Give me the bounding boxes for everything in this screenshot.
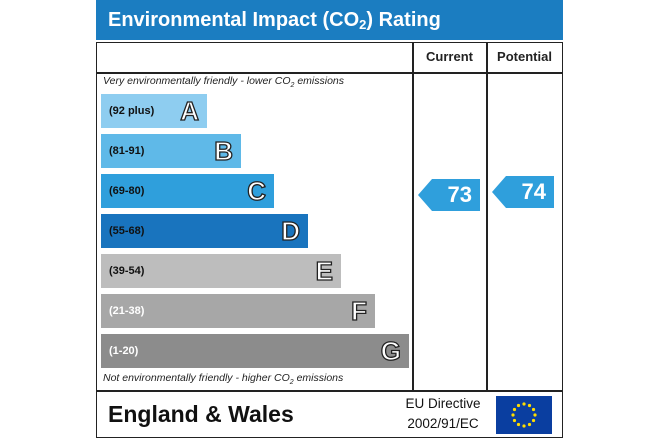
- flag-star: [516, 403, 521, 408]
- band-letter: D: [281, 215, 301, 246]
- band-range-label: (1-20): [109, 345, 139, 357]
- divider-potential: [486, 42, 488, 390]
- flag-star: [533, 413, 537, 417]
- flag-star: [511, 413, 515, 417]
- band-a: (92 plus) A: [101, 94, 207, 128]
- eu-directive: EU Directive 2002/91/EC: [393, 394, 493, 434]
- band-g: (1-20) G: [101, 334, 409, 368]
- potential-rating-arrow: 74: [492, 176, 554, 208]
- band-range-label: (69-80): [109, 185, 145, 197]
- current-arrow-shape: [418, 179, 480, 211]
- band-letter: F: [350, 295, 367, 326]
- flag-star: [512, 407, 517, 412]
- band-letter: G: [380, 335, 402, 366]
- column-header-potential: Potential: [497, 49, 552, 64]
- band-range-label: (92 plus): [109, 105, 155, 117]
- band-letter: E: [315, 255, 334, 286]
- band-range-label: (81-91): [109, 145, 145, 157]
- header-divider: [96, 72, 563, 74]
- band-b: (81-91) B: [101, 134, 241, 168]
- band-range-label: (55-68): [109, 225, 145, 237]
- directive-line-2: 2002/91/EC: [407, 416, 479, 431]
- flag-star: [522, 424, 526, 428]
- region-label: England & Wales: [108, 401, 294, 427]
- flag-star: [531, 407, 536, 412]
- potential-arrow-shape: [492, 176, 554, 208]
- directive-line-1: EU Directive: [405, 396, 481, 411]
- flag-star: [527, 403, 532, 408]
- band-c: (69-80) C: [101, 174, 274, 208]
- band-f: (21-38) F: [101, 294, 375, 328]
- column-header-current: Current: [426, 49, 473, 64]
- flag-star: [531, 418, 536, 423]
- flag-star: [527, 422, 532, 427]
- flag-star: [516, 422, 521, 427]
- band-letter: B: [214, 135, 234, 166]
- flag-star: [522, 402, 526, 406]
- potential-rating-value: 74: [521, 179, 546, 204]
- footer-divider: [96, 390, 563, 392]
- band-d: (55-68) D: [101, 214, 308, 248]
- flag-star: [512, 418, 517, 423]
- current-rating-arrow: 73: [418, 179, 480, 211]
- divider-current: [412, 42, 414, 390]
- band-range-label: (39-54): [109, 265, 145, 277]
- top-note: Very environmentally friendly - lower CO…: [103, 75, 345, 90]
- bottom-note: Not environmentally friendly - higher CO…: [103, 372, 344, 387]
- band-letter: C: [247, 175, 267, 206]
- eu-flag-icon: [496, 396, 552, 434]
- band-e: (39-54) E: [101, 254, 341, 288]
- chart-title: Environmental Impact (CO2) Rating: [96, 0, 563, 40]
- band-letter: A: [180, 95, 200, 126]
- current-rating-value: 73: [447, 182, 472, 207]
- band-range-label: (21-38): [109, 305, 145, 317]
